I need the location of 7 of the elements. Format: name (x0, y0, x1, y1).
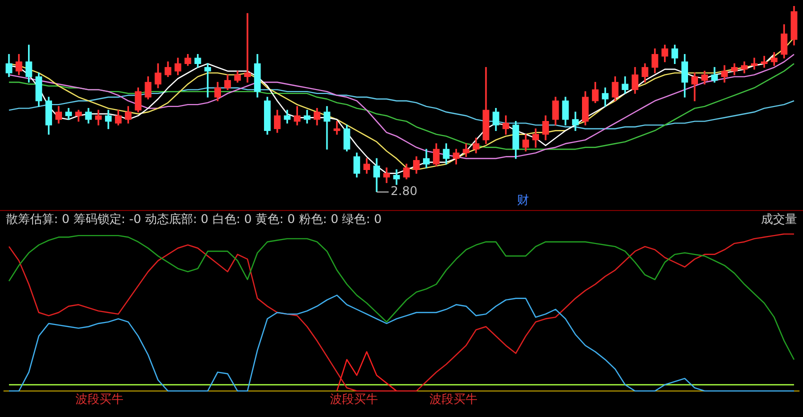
chart-title: 散筹估算: 0 筹码锁定: -0 动态底部: 0 白色: 0 黄色: 0 粉色: 0 绿色: 0 (6, 211, 382, 228)
annotation: 2.80 (390, 184, 418, 198)
text: 波段买牛 (76, 392, 124, 406)
text: 成交量 (761, 211, 797, 228)
text: 波段买牛 (330, 392, 378, 406)
text: 波段买牛 (429, 392, 478, 406)
text: 财 (516, 193, 529, 208)
